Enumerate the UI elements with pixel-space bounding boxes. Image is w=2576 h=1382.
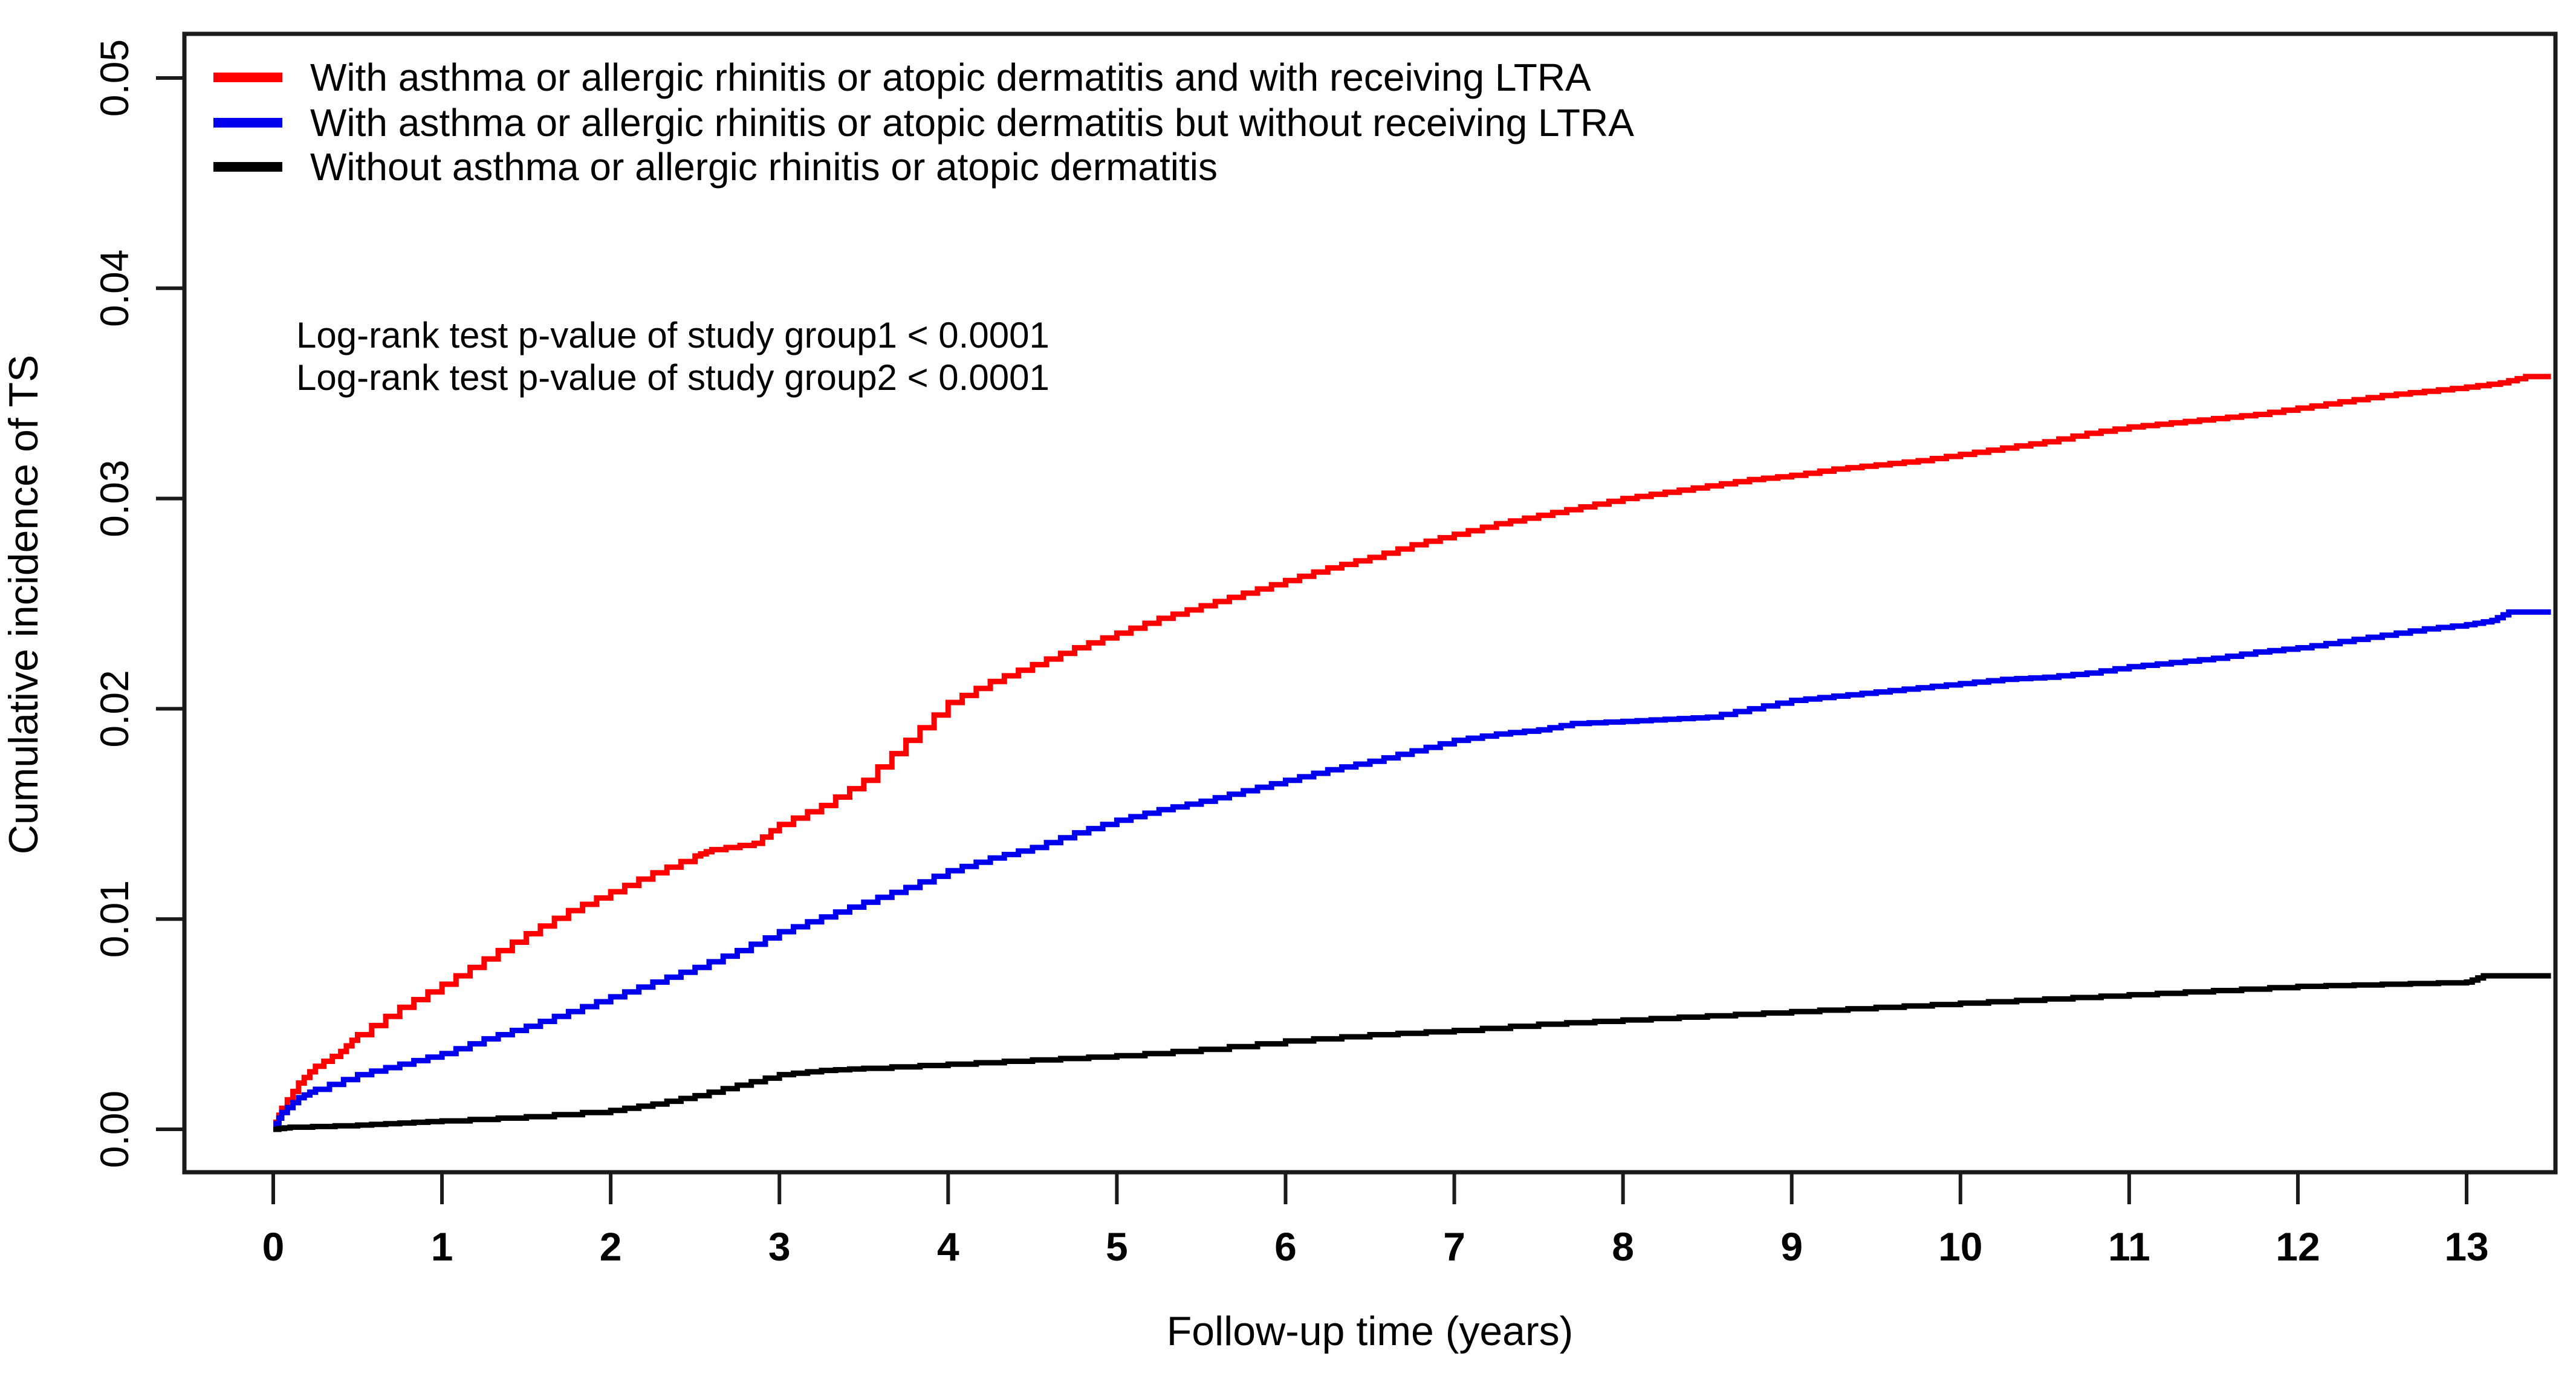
x-axis-tick-label: 8 [1612,1224,1634,1269]
y-axis-tick-label: 0.00 [92,1091,137,1168]
y-axis-title: Cumulative incidence of TS [1,355,47,855]
legend: With asthma or allergic rhinitis or atop… [213,56,1634,189]
x-axis-tick-label: 7 [1443,1224,1465,1269]
x-axis-title: Follow-up time (years) [1167,1308,1574,1354]
legend-label-control: Without asthma or allergic rhinitis or a… [310,145,1218,189]
x-axis-tick-label: 4 [937,1224,959,1269]
x-axis-tick-label: 10 [1938,1224,1982,1269]
curve-without-ltra [273,609,2551,1132]
x-axis-tick-label: 6 [1274,1224,1297,1269]
plot-border [182,31,2558,1175]
x-axis-tick-label: 12 [2276,1224,2320,1269]
x-axis-tick-label: 0 [262,1224,285,1269]
curve-no-atopy [273,973,2551,1132]
annotation-logrank-group2: Log-rank test p-value of study group2 < … [296,357,1050,398]
y-axis-tick-label: 0.05 [92,39,137,117]
x-axis-tick-label: 2 [600,1224,622,1269]
x-axis-tick-label: 9 [1780,1224,1803,1269]
x-axis-tick-label: 11 [2108,1224,2150,1269]
x-axis-tick-label: 13 [2444,1224,2488,1269]
y-axis-tick-label: 0.04 [92,250,137,327]
y-axis-tick-label: 0.02 [92,670,137,747]
y-axis-tick-label: 0.03 [92,459,137,537]
curve-with-ltra [273,374,2551,1132]
axis-ticks: 0 1 2 3 4 5 6 7 8 9 10 11 12 130.000.010.020.030.040.… [92,39,2489,1269]
annotation-logrank-group1: Log-rank test p-value of study group1 < … [296,315,1050,355]
survival-curves [273,374,2551,1132]
legend-label-ltra: With asthma or allergic rhinitis or atop… [310,56,1591,99]
legend-label-no-ltra: With asthma or allergic rhinitis or atop… [310,101,1634,144]
x-axis-tick-label: 5 [1106,1224,1128,1269]
x-axis-tick-label: 3 [768,1224,791,1269]
y-axis-tick-label: 0.01 [92,880,137,958]
x-axis-tick-label: 1 [431,1224,453,1269]
